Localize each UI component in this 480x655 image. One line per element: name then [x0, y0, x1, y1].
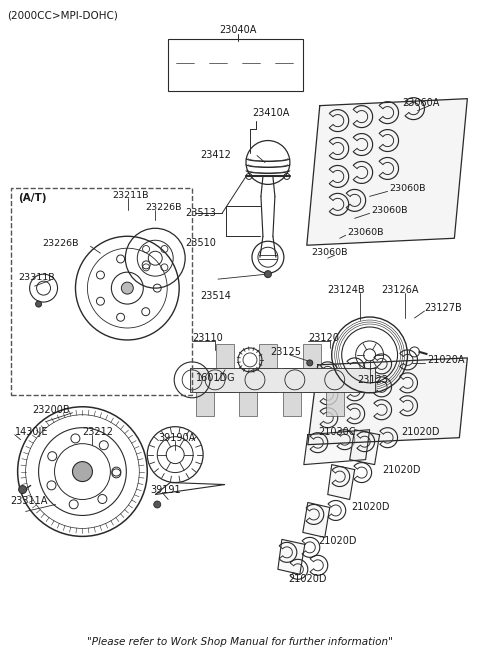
- Text: 23124B: 23124B: [328, 285, 365, 295]
- Circle shape: [121, 282, 133, 294]
- Circle shape: [19, 485, 26, 493]
- Text: 23040A: 23040A: [219, 25, 256, 35]
- Text: 23126A: 23126A: [382, 285, 419, 295]
- Text: 1430JE: 1430JE: [15, 426, 48, 437]
- Text: 23060B: 23060B: [372, 206, 408, 215]
- Polygon shape: [278, 539, 305, 574]
- Text: 23510: 23510: [185, 238, 216, 248]
- Text: 23514: 23514: [200, 291, 231, 301]
- Circle shape: [154, 501, 161, 508]
- Bar: [283, 368, 301, 416]
- Polygon shape: [350, 430, 380, 464]
- Bar: [196, 368, 214, 416]
- Text: 39191: 39191: [150, 485, 181, 495]
- Text: (A/T): (A/T): [18, 193, 46, 203]
- Text: 23412: 23412: [200, 151, 231, 160]
- Bar: [168, 39, 303, 90]
- Circle shape: [264, 271, 271, 278]
- Bar: [259, 344, 277, 392]
- Text: 21020D: 21020D: [288, 574, 327, 584]
- Circle shape: [72, 462, 93, 481]
- Text: 21020D: 21020D: [383, 464, 421, 475]
- Text: 23060B: 23060B: [348, 228, 384, 236]
- Text: 23110: 23110: [192, 333, 223, 343]
- Text: "Please refer to Work Shop Manual for further information": "Please refer to Work Shop Manual for fu…: [87, 637, 393, 647]
- Text: 23311B: 23311B: [19, 272, 55, 282]
- Text: 23513: 23513: [185, 208, 216, 218]
- Text: 1601DG: 1601DG: [196, 373, 236, 383]
- Text: 23060B: 23060B: [390, 184, 426, 193]
- Text: 23226B: 23226B: [145, 203, 182, 212]
- Text: 23200B: 23200B: [33, 405, 70, 415]
- Bar: [190, 368, 374, 392]
- Circle shape: [307, 360, 313, 366]
- Text: 23123: 23123: [358, 375, 388, 385]
- Bar: [326, 368, 344, 416]
- Text: 23120: 23120: [308, 333, 339, 343]
- Text: 23125: 23125: [270, 347, 301, 357]
- Text: 23211B: 23211B: [112, 191, 149, 200]
- Text: (2000CC>MPI-DOHC): (2000CC>MPI-DOHC): [7, 11, 118, 21]
- Polygon shape: [307, 99, 468, 245]
- Text: 21020D: 21020D: [352, 502, 390, 512]
- Text: 21030C: 21030C: [318, 426, 355, 437]
- Polygon shape: [308, 358, 468, 445]
- Text: 23212: 23212: [83, 426, 113, 437]
- Circle shape: [36, 301, 42, 307]
- Text: 23127B: 23127B: [424, 303, 462, 313]
- Polygon shape: [303, 502, 330, 537]
- Text: 21020D: 21020D: [318, 536, 356, 546]
- Text: 23311A: 23311A: [11, 496, 48, 506]
- Text: 23226B: 23226B: [43, 238, 79, 248]
- Text: 23060A: 23060A: [403, 98, 440, 107]
- Bar: [239, 368, 257, 416]
- Text: 23410A: 23410A: [252, 107, 289, 118]
- Bar: [216, 344, 234, 392]
- Text: 21020A: 21020A: [428, 355, 465, 365]
- Text: 23060B: 23060B: [312, 248, 348, 257]
- Polygon shape: [304, 430, 370, 464]
- Bar: [303, 344, 321, 392]
- Text: 39190A: 39190A: [158, 433, 195, 443]
- Text: 21020D: 21020D: [402, 426, 440, 437]
- Polygon shape: [328, 464, 355, 500]
- Bar: [11, 189, 192, 395]
